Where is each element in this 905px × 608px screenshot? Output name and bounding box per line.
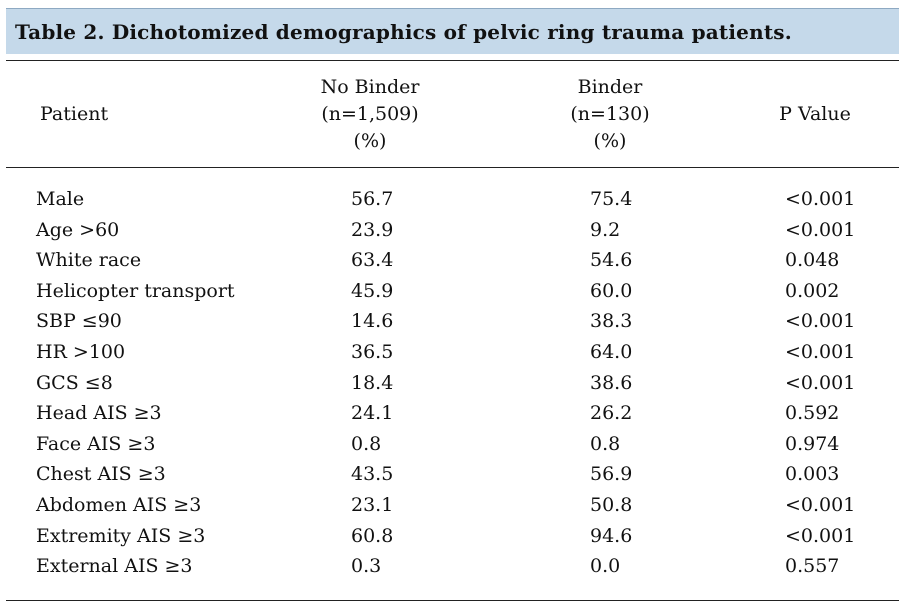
header-no-binder: No Binder (n=1,509) (%) <box>300 74 440 155</box>
table-row: Male 56.7 75.4 <0.001 <box>0 184 905 215</box>
row-label: Chest AIS ≥3 <box>36 463 166 486</box>
row-label: Age >60 <box>36 218 120 241</box>
table-row: Abdomen AIS ≥3 23.1 50.8 <0.001 <box>0 490 905 521</box>
binder-value: 38.6 <box>590 371 633 394</box>
header-rule <box>6 167 899 168</box>
table-row: External AIS ≥3 0.3 0.0 0.557 <box>0 551 905 582</box>
row-label: Male <box>36 188 85 210</box>
header-no-binder-line: No Binder <box>320 76 420 98</box>
header-no-binder-line: (%) <box>353 130 387 152</box>
binder-value: 94.6 <box>590 524 633 547</box>
row-label: Abdomen AIS ≥3 <box>36 493 202 516</box>
no-binder-value: 0.8 <box>351 432 382 455</box>
binder-value: 56.9 <box>590 463 633 486</box>
header-binder-line: (%) <box>593 130 627 152</box>
table-row: Extremity AIS ≥3 60.8 94.6 <0.001 <box>0 521 905 552</box>
no-binder-value: 56.7 <box>351 188 394 210</box>
no-binder-value: 23.9 <box>351 218 394 241</box>
no-binder-value: 36.5 <box>351 340 394 363</box>
row-label: Head AIS ≥3 <box>36 402 162 425</box>
row-label: Helicopter transport <box>36 279 235 302</box>
binder-value: 9.2 <box>590 218 621 241</box>
p-value: <0.001 <box>785 310 856 333</box>
no-binder-value: 23.1 <box>351 493 394 516</box>
table-row: GCS ≤8 18.4 38.6 <0.001 <box>0 368 905 399</box>
row-label: Face AIS ≥3 <box>36 432 156 455</box>
p-value: <0.001 <box>785 218 856 241</box>
header-binder: Binder (n=130) (%) <box>540 74 680 155</box>
top-rule <box>6 60 899 61</box>
binder-value: 0.8 <box>590 432 621 455</box>
p-value: <0.001 <box>785 524 856 547</box>
binder-value: 50.8 <box>590 493 633 516</box>
p-value: 0.592 <box>785 402 840 425</box>
header-binder-line: (n=130) <box>570 103 650 125</box>
no-binder-value: 45.9 <box>351 279 394 302</box>
binder-value: 60.0 <box>590 279 633 302</box>
no-binder-value: 18.4 <box>351 371 394 394</box>
header-no-binder-line: (n=1,509) <box>321 103 419 125</box>
table-caption: Table 2. Dichotomized demographics of pe… <box>6 8 899 54</box>
p-value: 0.048 <box>785 249 840 272</box>
table-row: Face AIS ≥3 0.8 0.8 0.974 <box>0 429 905 460</box>
no-binder-value: 0.3 <box>351 555 382 578</box>
no-binder-value: 43.5 <box>351 463 394 486</box>
p-value: 0.002 <box>785 279 840 302</box>
binder-value: 54.6 <box>590 249 633 272</box>
p-value: 0.974 <box>785 432 840 455</box>
table-row: HR >100 36.5 64.0 <0.001 <box>0 337 905 368</box>
row-label: SBP ≤90 <box>36 310 122 333</box>
table-row: SBP ≤90 14.6 38.3 <0.001 <box>0 306 905 337</box>
p-value: 0.557 <box>785 555 840 578</box>
no-binder-value: 60.8 <box>351 524 394 547</box>
table-row: Chest AIS ≥3 43.5 56.9 0.003 <box>0 459 905 490</box>
binder-value: 64.0 <box>590 340 633 363</box>
binder-value: 38.3 <box>590 310 633 333</box>
no-binder-value: 24.1 <box>351 402 394 425</box>
row-label: Extremity AIS ≥3 <box>36 524 206 547</box>
table-row: White race 63.4 54.6 0.048 <box>0 245 905 276</box>
p-value: <0.001 <box>785 371 856 394</box>
binder-value: 0.0 <box>590 555 621 578</box>
row-label: GCS ≤8 <box>36 371 113 394</box>
table-row: Age >60 23.9 9.2 <0.001 <box>0 215 905 246</box>
row-label: External AIS ≥3 <box>36 555 193 578</box>
table-body: Male 56.7 75.4 <0.001 Age >60 23.9 9.2 <0.001 Wh… <box>0 184 905 582</box>
p-value: <0.001 <box>785 493 856 516</box>
table-row: Head AIS ≥3 24.1 26.2 0.592 <box>0 398 905 429</box>
header-binder-line: Binder <box>577 76 643 98</box>
row-label: White race <box>36 249 142 272</box>
row-label: HR >100 <box>36 340 126 363</box>
binder-value: 75.4 <box>590 188 633 210</box>
no-binder-value: 63.4 <box>351 249 394 272</box>
bottom-rule <box>6 600 899 601</box>
no-binder-value: 14.6 <box>351 310 394 333</box>
p-value: <0.001 <box>785 340 856 363</box>
p-value: 0.003 <box>785 463 840 486</box>
table-row: Helicopter transport 45.9 60.0 0.002 <box>0 276 905 307</box>
header-p-value: P Value <box>779 103 851 125</box>
header-patient: Patient <box>40 103 109 125</box>
p-value: <0.001 <box>785 188 856 210</box>
binder-value: 26.2 <box>590 402 633 425</box>
